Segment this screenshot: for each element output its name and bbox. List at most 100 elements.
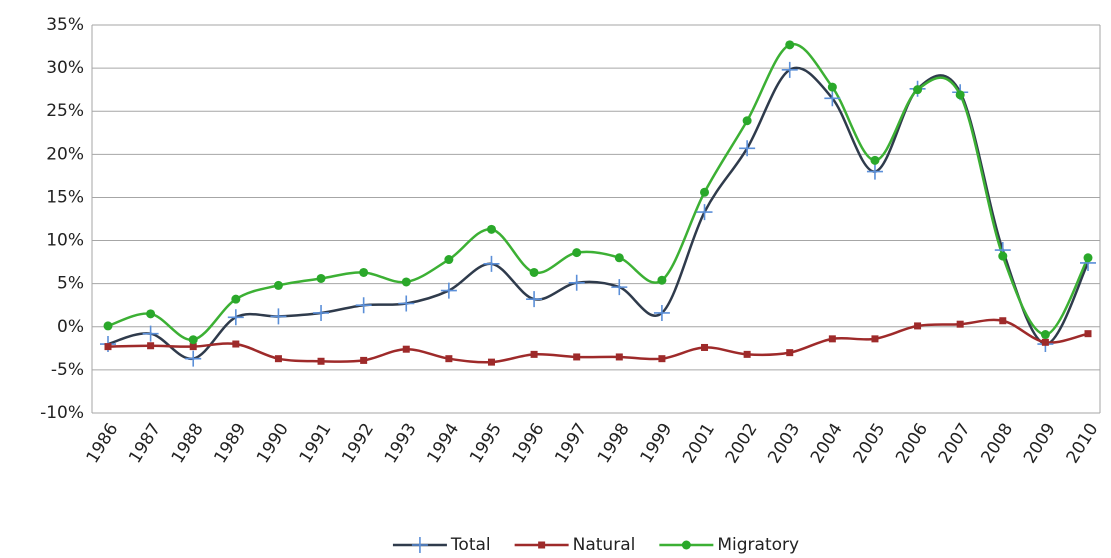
data-point bbox=[998, 251, 1008, 261]
x-tick-label: 1993 bbox=[381, 420, 421, 467]
data-point bbox=[526, 291, 543, 308]
data-point bbox=[1084, 330, 1092, 338]
y-tick-label: 25% bbox=[46, 101, 84, 121]
data-point bbox=[786, 349, 794, 357]
data-point bbox=[572, 248, 582, 258]
data-point bbox=[657, 275, 667, 285]
x-tick-label: 2009 bbox=[1020, 420, 1060, 467]
data-point bbox=[270, 308, 287, 325]
x-tick-label: 1992 bbox=[338, 420, 378, 467]
legend-marker bbox=[538, 541, 546, 549]
data-point bbox=[999, 317, 1007, 325]
legend-label: Natural bbox=[573, 535, 636, 555]
data-point bbox=[355, 297, 372, 314]
data-point bbox=[739, 140, 756, 157]
data-point bbox=[828, 335, 836, 343]
x-tick-label: 2010 bbox=[1063, 420, 1103, 467]
data-point bbox=[615, 353, 623, 361]
data-point bbox=[701, 343, 709, 351]
x-tick-label: 1989 bbox=[210, 420, 250, 467]
data-point bbox=[611, 279, 628, 296]
x-tick-label: 1997 bbox=[551, 420, 591, 467]
legend-marker bbox=[411, 537, 428, 553]
data-point bbox=[274, 355, 282, 363]
data-point bbox=[530, 350, 538, 358]
legend-label: Migratory bbox=[717, 535, 799, 555]
x-tick-label: 1999 bbox=[637, 420, 677, 467]
data-point bbox=[402, 345, 410, 353]
x-tick-label: 1988 bbox=[168, 420, 208, 467]
data-point bbox=[824, 90, 841, 107]
legend: Total Natural Migratory bbox=[392, 535, 799, 555]
x-tick-label: 2002 bbox=[722, 420, 762, 467]
data-point bbox=[781, 61, 798, 78]
data-point bbox=[827, 82, 837, 92]
x-tick-label: 1998 bbox=[594, 420, 634, 467]
data-point bbox=[142, 325, 159, 342]
data-point bbox=[147, 342, 155, 350]
data-point bbox=[529, 267, 539, 277]
series-line bbox=[107, 42, 1090, 341]
data-point bbox=[743, 350, 751, 358]
data-point bbox=[866, 163, 883, 180]
data-point bbox=[189, 343, 197, 351]
data-point bbox=[104, 343, 112, 351]
y-tick-label: 10% bbox=[46, 231, 84, 251]
data-point bbox=[227, 309, 244, 326]
x-tick-label: 1987 bbox=[125, 420, 165, 467]
y-tick-label: -10% bbox=[40, 403, 84, 423]
legend-label: Total bbox=[450, 535, 491, 555]
x-tick-label: 1986 bbox=[83, 420, 123, 467]
data-point bbox=[440, 282, 457, 299]
data-point bbox=[696, 204, 713, 221]
series-line bbox=[107, 318, 1089, 364]
data-point bbox=[913, 85, 923, 95]
data-point bbox=[398, 295, 415, 312]
data-point bbox=[614, 253, 624, 263]
data-point bbox=[146, 309, 156, 319]
y-tick-label: 0% bbox=[57, 317, 84, 337]
data-point bbox=[658, 355, 666, 363]
x-tick-label: 1994 bbox=[423, 420, 463, 467]
x-tick-label: 1990 bbox=[253, 420, 293, 467]
data-point bbox=[870, 155, 880, 165]
data-point bbox=[956, 320, 964, 328]
data-point bbox=[273, 280, 283, 290]
x-tick-label: 1995 bbox=[466, 420, 506, 467]
y-tick-label: 15% bbox=[46, 187, 84, 207]
data-point bbox=[568, 274, 585, 291]
data-point bbox=[444, 255, 454, 265]
data-point bbox=[1041, 338, 1049, 346]
data-point bbox=[486, 224, 496, 234]
data-point bbox=[700, 187, 710, 197]
x-tick-label: 2006 bbox=[892, 420, 932, 467]
y-tick-label: -5% bbox=[51, 360, 84, 380]
data-point bbox=[313, 304, 330, 321]
y-tick-label: 20% bbox=[46, 144, 84, 164]
x-tick-label: 2001 bbox=[679, 420, 719, 467]
data-point bbox=[359, 267, 369, 277]
legend-marker bbox=[681, 540, 691, 550]
data-point bbox=[1083, 253, 1093, 263]
data-point bbox=[1040, 330, 1050, 340]
data-point bbox=[742, 116, 752, 126]
x-tick-label: 1996 bbox=[509, 420, 549, 467]
data-point bbox=[955, 90, 965, 100]
data-point bbox=[103, 321, 113, 331]
x-tick-label: 2008 bbox=[977, 420, 1017, 467]
data-point bbox=[316, 273, 326, 283]
x-tick-label: 2004 bbox=[807, 420, 847, 467]
data-point bbox=[401, 277, 411, 287]
data-point bbox=[653, 304, 670, 321]
y-tick-label: 5% bbox=[57, 274, 84, 294]
data-point bbox=[188, 335, 198, 345]
data-point bbox=[914, 322, 922, 330]
y-tick-label: 30% bbox=[46, 58, 84, 78]
x-tick-label: 2005 bbox=[850, 420, 890, 467]
data-point bbox=[785, 40, 795, 50]
data-point bbox=[487, 358, 495, 366]
y-tick-label: 35% bbox=[46, 15, 84, 35]
data-point bbox=[573, 353, 581, 361]
